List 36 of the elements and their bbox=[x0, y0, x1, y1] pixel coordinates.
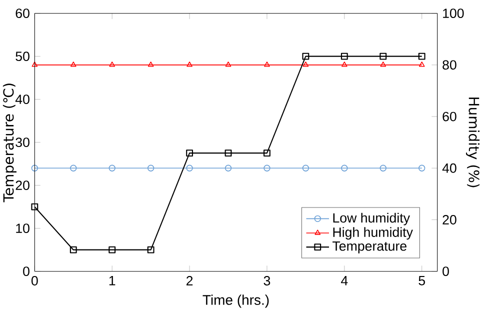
y-tick-label: 10 bbox=[16, 224, 30, 234]
point bbox=[340, 52, 348, 60]
point bbox=[70, 246, 77, 254]
x-tick-label: 2 bbox=[186, 276, 193, 286]
point bbox=[186, 150, 194, 157]
y2-tick-label: 60 bbox=[442, 112, 456, 122]
x-tick-label: 1 bbox=[109, 276, 116, 286]
point bbox=[380, 52, 387, 60]
x-tick-label: 0 bbox=[31, 276, 38, 286]
y-tick-label: 50 bbox=[16, 52, 30, 62]
point bbox=[147, 246, 154, 254]
point bbox=[108, 246, 116, 254]
y2-tick-label: 80 bbox=[442, 60, 456, 70]
y-tick-label: 60 bbox=[16, 8, 30, 18]
legend-label: High humidity bbox=[333, 227, 413, 240]
point bbox=[264, 150, 270, 157]
point bbox=[224, 150, 232, 157]
y-axis-title: Temperature (℃) bbox=[2, 84, 16, 202]
x-tick-label: 5 bbox=[418, 276, 425, 286]
y2-tick-label: 100 bbox=[443, 8, 464, 18]
x-tick-label: 4 bbox=[341, 276, 348, 286]
y2-tick-label: 40 bbox=[442, 163, 456, 173]
y2-axis-title: Humidity (%) bbox=[466, 98, 480, 188]
point bbox=[418, 52, 426, 60]
x-tick-label: 3 bbox=[264, 276, 270, 286]
y2-tick-label: 0 bbox=[442, 266, 449, 276]
y2-tick-label: 20 bbox=[442, 215, 456, 224]
legend-label: Low humidity bbox=[333, 212, 410, 226]
legend-label: Temperature bbox=[332, 241, 406, 254]
y-tick-label: 0 bbox=[23, 266, 30, 276]
y-tick-label: 40 bbox=[15, 94, 30, 104]
point bbox=[302, 52, 310, 60]
point bbox=[31, 203, 38, 210]
y-tick-label: 20 bbox=[16, 180, 30, 190]
y-tick-label: 30 bbox=[16, 138, 30, 148]
x-axis-title: Time (hrs.) bbox=[202, 294, 269, 308]
